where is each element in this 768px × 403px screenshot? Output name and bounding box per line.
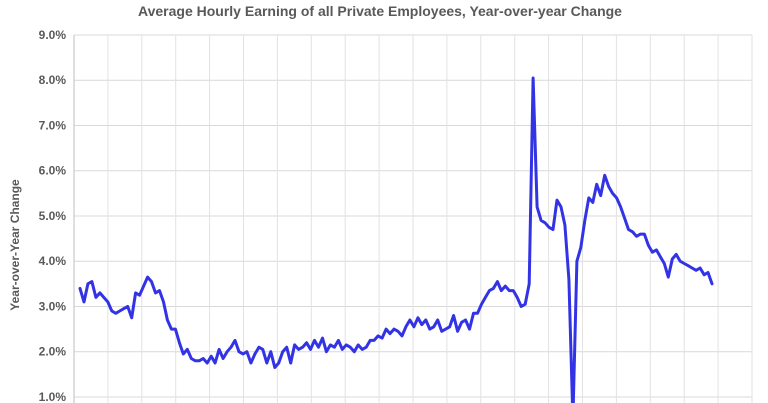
grid bbox=[73, 34, 753, 403]
y-tick-label: 5.0% bbox=[39, 209, 67, 223]
y-axis-label: Year-over-Year Change bbox=[8, 179, 22, 311]
y-tick-label: 9.0% bbox=[39, 28, 67, 42]
y-tick-label: 8.0% bbox=[39, 73, 67, 87]
y-tick-label: 4.0% bbox=[39, 254, 67, 268]
y-tick-label: 2.0% bbox=[39, 345, 67, 359]
y-tick-label: 7.0% bbox=[39, 118, 67, 132]
y-tick-label: 1.0% bbox=[39, 390, 67, 403]
series-line bbox=[78, 76, 714, 403]
chart-title: Average Hourly Earning of all Private Em… bbox=[138, 3, 622, 19]
series-layer bbox=[78, 76, 714, 403]
y-axis-ticks: 1.0% 2.0% 3.0% 4.0% 5.0% 6.0% 7.0% 8.0% 9.0% bbox=[39, 28, 67, 403]
y-tick-label: 3.0% bbox=[39, 299, 67, 313]
y-tick-label: 6.0% bbox=[39, 164, 67, 178]
